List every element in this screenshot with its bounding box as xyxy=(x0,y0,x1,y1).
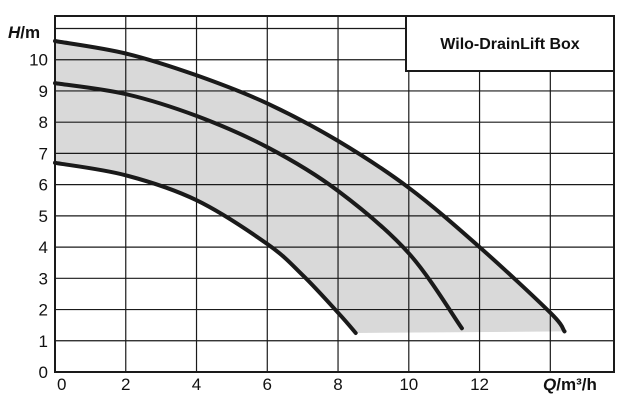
x-tick-label: 8 xyxy=(333,375,342,394)
y-tick-label: 5 xyxy=(39,207,48,226)
x-tick-label: 2 xyxy=(121,375,130,394)
y-tick-label: 8 xyxy=(39,113,48,132)
pump-curve-1 xyxy=(53,39,567,334)
x-axis-symbol: Q xyxy=(543,375,556,394)
title-box: Wilo-DrainLift Box xyxy=(405,15,615,72)
x-tick-label: 6 xyxy=(263,375,272,394)
y-axis-symbol: H xyxy=(8,23,21,42)
chart-title: Wilo-DrainLift Box xyxy=(440,36,580,53)
x-tick-label: 12 xyxy=(470,375,489,394)
y-axis-unit: /m xyxy=(20,23,40,42)
y-tick-labels: 0 1 2 3 4 5 6 7 8 9 10 xyxy=(29,51,48,382)
range-fill-area xyxy=(55,41,565,333)
y-tick-label: 3 xyxy=(39,269,48,288)
x-axis-unit: /m³/h xyxy=(556,375,597,394)
y-tick-label: 4 xyxy=(39,238,48,257)
pump-curve-2 xyxy=(53,81,464,331)
x-tick-label: 4 xyxy=(192,375,201,394)
x-tick-labels: 0 2 4 6 8 10 12 xyxy=(57,375,489,394)
plot-frame xyxy=(54,15,615,373)
operating-range-fill xyxy=(55,41,565,333)
x-axis-label: Q/m³/h xyxy=(543,375,597,394)
y-tick-label: 2 xyxy=(39,301,48,320)
y-axis-label: H/m xyxy=(8,23,40,42)
y-tick-label: 6 xyxy=(39,176,48,195)
x-tick-label: 10 xyxy=(399,375,418,394)
y-tick-label: 10 xyxy=(29,51,48,70)
pump-curve-3 xyxy=(53,160,358,335)
y-tick-label: 0 xyxy=(39,363,48,382)
x-tick-label: 0 xyxy=(57,375,66,394)
y-tick-label: 9 xyxy=(39,82,48,101)
y-tick-label: 7 xyxy=(39,144,48,163)
y-tick-label: 1 xyxy=(39,332,48,351)
pump-curves xyxy=(53,39,567,335)
